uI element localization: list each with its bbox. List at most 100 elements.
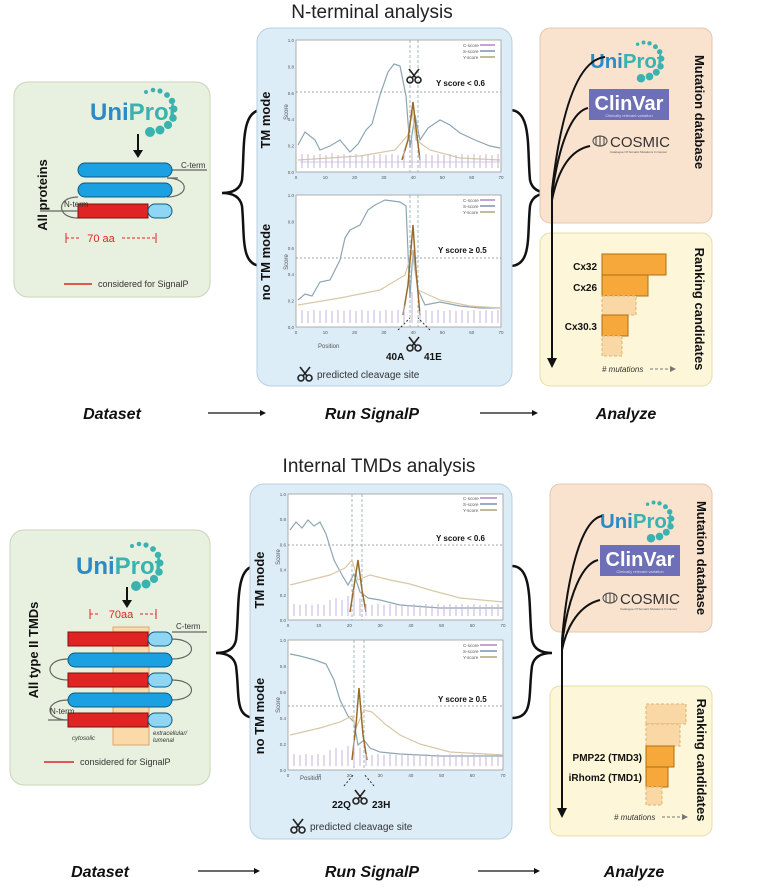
bottom-nterm-label: N-term <box>50 707 75 716</box>
bottom-cosmic-text: COSMIC <box>620 591 680 608</box>
bottom-step-run: Run SignalP <box>325 864 420 881</box>
top-tm-ytick: 0.4 <box>288 117 295 122</box>
bottom-bar-2 <box>645 723 681 747</box>
bottom-notm-ylabel: Score <box>276 697 282 713</box>
bottom-notm-ytick: 0.0 <box>280 768 287 773</box>
bottom-notm-ytick: 0.4 <box>280 716 287 721</box>
bottom-tm-xtick: 20 <box>347 623 353 628</box>
top-notm-xtick: 60 <box>469 330 475 335</box>
top-clinvar-logo <box>589 89 669 120</box>
top-tm-threshold: Y score < 0.6 <box>436 79 486 88</box>
top-cleave-left: 40A <box>386 352 404 363</box>
top-cosmic-text: COSMIC <box>610 134 670 151</box>
bottom-cterm-label: C-term <box>176 622 201 631</box>
top-tm-ytick: 1.0 <box>288 38 295 43</box>
bottom-bar-1 <box>645 703 687 725</box>
bottom-notm-xtick: 0 <box>287 773 290 778</box>
top-step-dataset: Dataset <box>83 406 141 423</box>
bottom-notm-legend: C-score S-score Y-score <box>463 643 497 660</box>
top-notm-legend-c: C-score <box>463 198 479 203</box>
top-section-title: N-terminal analysis <box>291 2 453 23</box>
top-tm-legend-c: C-score <box>463 43 479 48</box>
top-rank-item2: Cx26 <box>573 283 597 294</box>
bottom-tm-xtick: 70 <box>500 623 506 628</box>
bottom-footer-label: predicted cleavage site <box>310 822 413 833</box>
top-xlabel: Position <box>318 344 339 350</box>
bottom-tm-xtick: 60 <box>470 623 476 628</box>
bottom-tm-xtick: 0 <box>287 623 290 628</box>
top-notm-ytick: 1.0 <box>288 193 295 198</box>
top-tm-mode-label: TM mode <box>258 91 273 148</box>
top-ranking-chart <box>601 253 667 357</box>
bottom-notm-ytick: 0.2 <box>280 742 287 747</box>
bottom-bar-5 <box>645 786 663 806</box>
bottom-rank-item2: iRhom2 (TMD1) <box>569 773 642 784</box>
bottom-step-arrowhead2 <box>534 868 540 874</box>
bottom-notm-xtick: 40 <box>408 773 414 778</box>
bottom-tm-mode-label: TM mode <box>252 551 267 608</box>
top-bar-cx303 <box>601 314 629 337</box>
bottom-notm-xtick: 60 <box>470 773 476 778</box>
bottom-notm-xtick: 30 <box>378 773 384 778</box>
top-notm-xtick: 40 <box>411 330 417 335</box>
top-notm-xtick: 20 <box>352 330 358 335</box>
bottom-tm-xtick: 40 <box>408 623 414 628</box>
bottom-notm-legend-y: Y-score <box>463 655 479 660</box>
bottom-rank-item1: PMP22 (TMD3) <box>573 753 642 764</box>
top-notm-xtick: 0 <box>295 330 298 335</box>
bottom-notm-xtick: 20 <box>347 773 353 778</box>
bottom-tm-xtick: 30 <box>378 623 384 628</box>
top-cterm-label: C-term <box>181 161 206 170</box>
top-notm-xtick: 30 <box>381 330 387 335</box>
top-tm-ytick: 0.6 <box>288 91 295 96</box>
bottom-clinvar-logo <box>600 545 680 576</box>
bottom-tm-ytick: 0.8 <box>280 517 287 522</box>
bottom-section-title: Internal TMDs analysis <box>283 456 476 477</box>
top-notm-threshold: Y score ≥ 0.5 <box>438 246 487 255</box>
top-length-label: 70 aa <box>87 233 115 245</box>
bottom-step-dataset: Dataset <box>71 864 129 881</box>
bottom-extracellular-label: extracellular/ <box>153 731 188 737</box>
bottom-length-bracket <box>89 609 157 619</box>
top-tm-xtick: 50 <box>440 175 446 180</box>
top-tm-ytick: 0.0 <box>288 170 295 175</box>
bottom-notm-xtick: 50 <box>439 773 445 778</box>
bottom-ranking-title: Ranking candidates <box>694 699 709 822</box>
top-tm-ytick: 0.2 <box>288 144 295 149</box>
bottom-bar-irhom2 <box>645 766 669 788</box>
bottom-tm-threshold: Y score < 0.6 <box>436 534 486 543</box>
top-tm-legend-s: S-score <box>463 49 479 54</box>
bottom-tm-ytick: 0.2 <box>280 593 287 598</box>
bottom-clinvar-sub: Clinically relevant variation <box>616 569 663 574</box>
bottom-legend-label: considered for SignalP <box>80 757 171 767</box>
top-tm-xtick: 0 <box>295 175 298 180</box>
top-step-run: Run SignalP <box>325 406 420 423</box>
bottom-tm-xtick: 10 <box>316 623 322 628</box>
top-notm-ytick: 0.8 <box>288 219 295 224</box>
top-tm-legend-y: Y-score <box>463 55 479 60</box>
top-tm-xtick: 10 <box>323 175 329 180</box>
top-cosmic-sub: Catalogue Of Somatic Mutations In Cancer <box>610 150 667 154</box>
bottom-notm-xtick: 10 <box>316 773 322 778</box>
top-rank-xaxis-arrowhead <box>670 366 676 372</box>
top-protein-diagram <box>40 162 207 219</box>
top-mutation-title: Mutation database <box>692 55 707 169</box>
bottom-cleavage-marker <box>343 773 375 787</box>
bottom-cytosolic-label: cytosolic <box>72 736 95 742</box>
top-notm-mode-label: no TM mode <box>258 224 273 301</box>
bottom-tm-legend-s: S-score <box>463 502 479 507</box>
top-tm-xtick: 30 <box>381 175 387 180</box>
top-clinvar-text: ClinVar <box>595 93 664 115</box>
bottom-notm-plot <box>287 639 504 771</box>
top-rank-item1: Cx32 <box>573 262 597 273</box>
bottom-cleave-left: 22Q <box>332 800 351 811</box>
bottom-right-brace <box>511 564 553 720</box>
top-notm-ytick: 0.6 <box>288 246 295 251</box>
bottom-notm-mode-label: no TM mode <box>252 678 267 755</box>
bottom-cosmic-sub: Catalogue Of Somatic Mutations In Cancer <box>620 607 677 611</box>
top-bar-5 <box>601 335 623 357</box>
bottom-tm-legend: C-score S-score Y-score <box>463 496 497 513</box>
top-rank-xaxis: # mutations <box>602 365 643 374</box>
top-left-brace <box>221 108 263 268</box>
top-tm-xtick: 70 <box>498 175 504 180</box>
